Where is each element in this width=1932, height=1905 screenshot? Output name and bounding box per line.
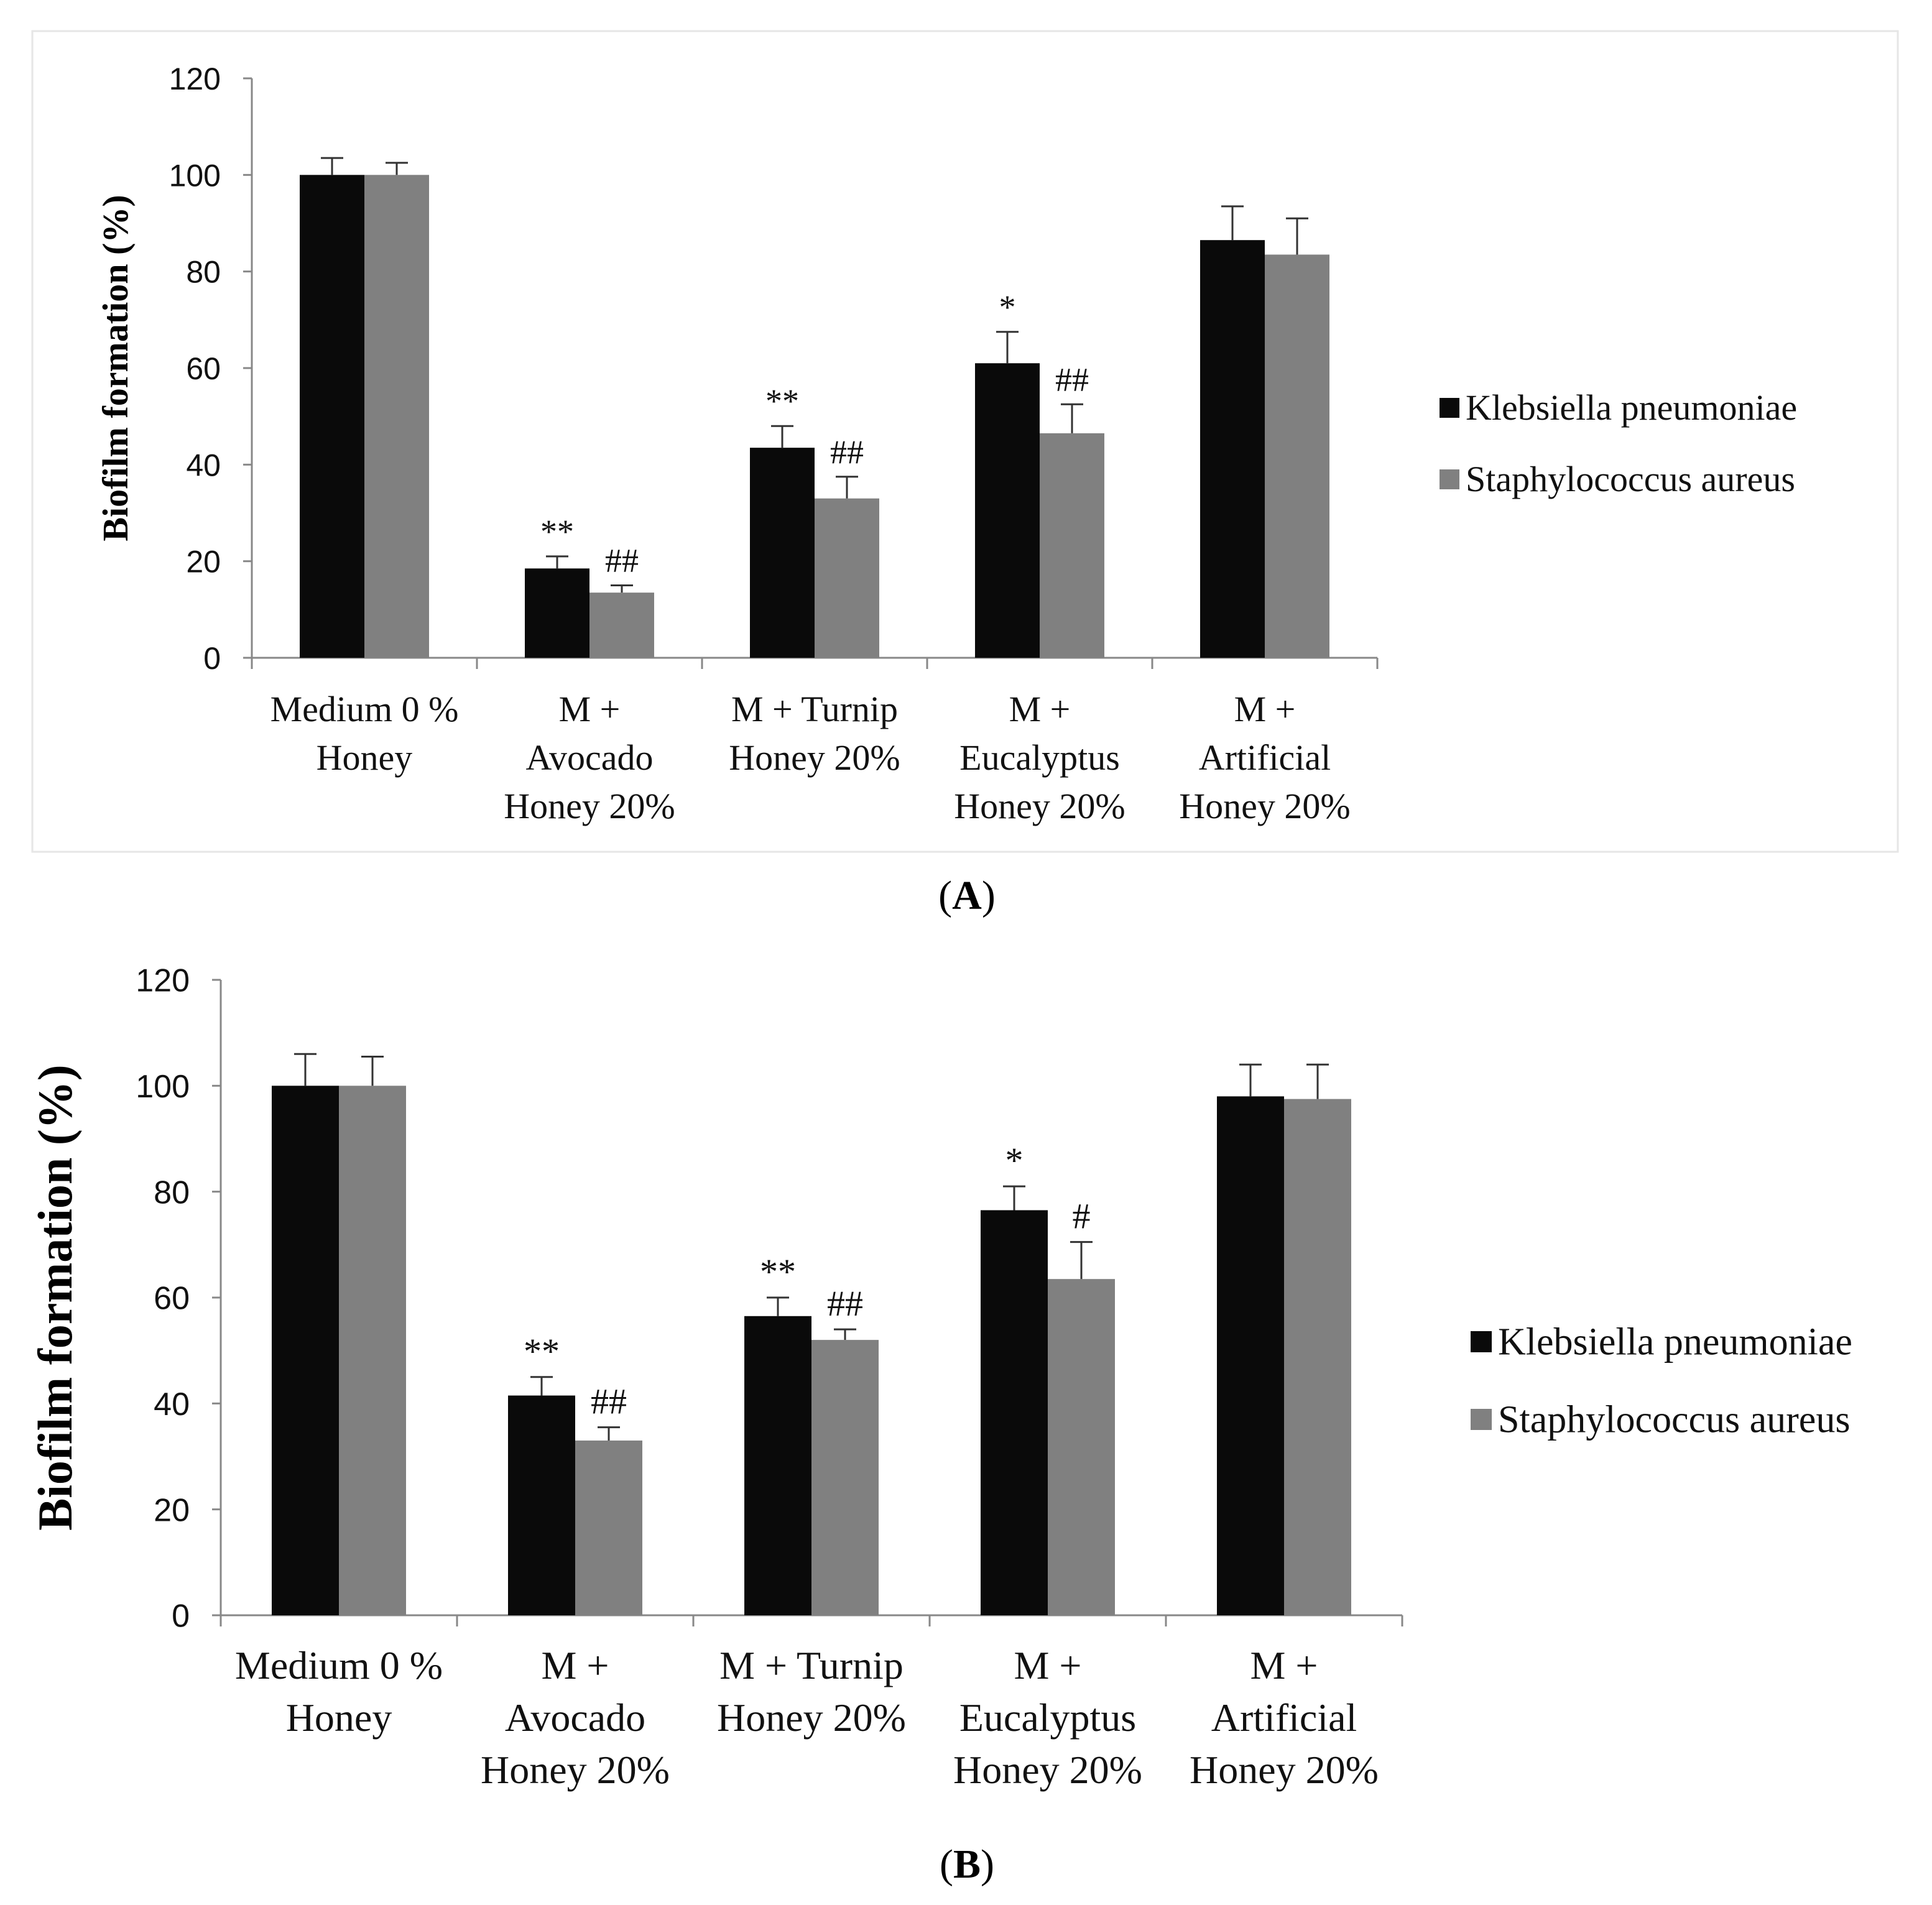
significance-label: ## bbox=[830, 433, 864, 471]
y-tick-label: 120 bbox=[136, 963, 190, 999]
y-tick-label: 80 bbox=[186, 255, 221, 290]
x-category-label: Medium 0 % Honey bbox=[270, 689, 459, 778]
bar bbox=[1048, 1279, 1115, 1615]
bar bbox=[508, 1395, 575, 1615]
significance-label: ## bbox=[605, 542, 639, 579]
panel-b-caption: (B) bbox=[940, 1842, 994, 1887]
bar bbox=[339, 1086, 406, 1615]
panel-a-caption: (A) bbox=[938, 873, 996, 918]
y-tick-label: 40 bbox=[154, 1386, 190, 1423]
x-category-label: M + Eucalyptus Honey 20% bbox=[954, 689, 1125, 826]
x-category-label: M + Eucalyptus Honey 20% bbox=[953, 1643, 1142, 1792]
bar bbox=[981, 1210, 1048, 1615]
bar bbox=[300, 175, 364, 658]
significance-label: ** bbox=[765, 382, 799, 420]
y-tick-label: 20 bbox=[186, 545, 221, 579]
panel-b-chart: 0 20 40 60 80 100 120 Medium 0 % Honey ** ## M + Avo… bbox=[28, 963, 1852, 1792]
y-tick-label: 0 bbox=[172, 1598, 190, 1635]
significance-label: * bbox=[999, 288, 1016, 326]
y-axis-label: Biofilm formation (%) bbox=[95, 195, 136, 541]
legend-label: Staphylococcus aureus bbox=[1498, 1398, 1850, 1441]
legend-label: Staphylococcus aureus bbox=[1466, 459, 1795, 499]
y-tick-label: 100 bbox=[136, 1069, 190, 1105]
bar bbox=[1217, 1096, 1284, 1615]
significance-label: # bbox=[1073, 1196, 1091, 1237]
y-tick-label: 20 bbox=[154, 1492, 190, 1528]
x-category-label: M + Turnip Honey 20% bbox=[717, 1643, 906, 1740]
bar bbox=[1200, 240, 1265, 658]
y-tick-label: 40 bbox=[186, 448, 221, 482]
legend-swatch bbox=[1440, 398, 1459, 418]
significance-label: ## bbox=[1055, 361, 1089, 398]
legend-swatch bbox=[1440, 469, 1459, 489]
bar bbox=[364, 175, 429, 658]
bar bbox=[744, 1316, 811, 1615]
bar bbox=[272, 1086, 339, 1615]
y-axis-label: Biofilm formation (%) bbox=[28, 1064, 82, 1531]
significance-label: ## bbox=[591, 1381, 627, 1422]
bar bbox=[575, 1440, 642, 1615]
legend-swatch bbox=[1471, 1409, 1492, 1430]
x-category-label: M + Artificial Honey 20% bbox=[1179, 689, 1350, 826]
bar bbox=[1040, 433, 1104, 658]
y-tick-label: 100 bbox=[169, 158, 221, 193]
bar bbox=[811, 1340, 879, 1615]
bar bbox=[525, 568, 589, 658]
y-tick-label: 60 bbox=[154, 1281, 190, 1317]
significance-label: ** bbox=[760, 1252, 796, 1292]
x-category-label: M + Avocado Honey 20% bbox=[481, 1643, 670, 1792]
significance-label: ** bbox=[524, 1331, 560, 1372]
y-tick-label: 0 bbox=[203, 641, 221, 676]
panel-a-chart: 0 20 40 60 80 100 120 Medium 0 % Honey ** ## M + Avo… bbox=[95, 62, 1797, 826]
x-category-label: Medium 0 % Honey bbox=[235, 1643, 443, 1740]
y-tick-label: 80 bbox=[154, 1174, 190, 1211]
bar bbox=[815, 498, 879, 658]
y-tick-label: 120 bbox=[169, 62, 221, 96]
significance-label: * bbox=[1005, 1140, 1024, 1181]
x-category-label: M + Avocado Honey 20% bbox=[504, 689, 675, 826]
legend-swatch bbox=[1471, 1331, 1492, 1352]
bar bbox=[589, 593, 654, 658]
bar bbox=[975, 363, 1040, 658]
bar bbox=[750, 448, 815, 658]
bar bbox=[1265, 254, 1329, 658]
x-category-label: M + Turnip Honey 20% bbox=[729, 689, 900, 778]
legend-label: Klebsiella pneumoniae bbox=[1498, 1321, 1852, 1363]
legend-label: Klebsiella pneumoniae bbox=[1466, 387, 1797, 428]
bar bbox=[1284, 1099, 1351, 1615]
y-tick-label: 60 bbox=[186, 351, 221, 386]
x-category-label: M + Artificial Honey 20% bbox=[1190, 1643, 1379, 1792]
significance-label: ## bbox=[827, 1283, 863, 1324]
significance-label: ** bbox=[540, 513, 574, 550]
